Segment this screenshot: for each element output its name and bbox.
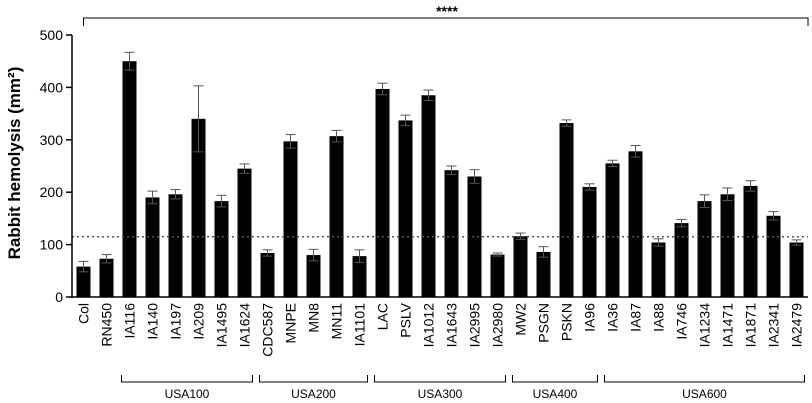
bar-IA1624 [237,168,252,297]
bar-MNPE [283,141,298,297]
y-axis-label: Rabbit hemolysis (mm²) [5,67,24,260]
bar-IA746 [674,223,689,297]
bar-PSKN [559,123,574,297]
bar-Col [76,266,91,297]
group-bracket [121,375,253,383]
bar-RN450 [99,258,114,297]
y-axis: 0 100 200 300 400 500 [40,27,808,305]
bar-MW2 [513,236,528,297]
category-label-IA197: IA197 [168,303,184,340]
plot-area [83,17,809,26]
x-axis: Col RN450 IA116 IA140 IA197 IA209 IA1495 IA1624… [76,302,805,356]
bar-IA140 [145,197,160,297]
y-tick-label: 500 [40,27,64,43]
category-label-IA1624: IA1624 [237,303,253,348]
category-label-IA1871: IA1871 [743,303,759,348]
bar-IA2341 [766,215,781,297]
group-bracket [259,375,368,383]
category-label-IA1495: IA1495 [214,303,230,348]
strain-groups: USA100 USA200 USA300 USA400 USA600 [121,375,805,401]
y-tick-label: 400 [40,79,64,95]
y-tick-label: 0 [55,289,63,305]
bar-IA2479 [789,242,804,297]
bar-LAC [375,88,390,297]
category-label-PSGN: PSGN [536,303,552,343]
bar-IA2995 [467,176,482,297]
y-tick-label: 300 [40,132,64,148]
category-label-IA2995: IA2995 [467,303,483,348]
bars-layer [72,51,808,298]
category-label-IA1471: IA1471 [720,303,736,348]
category-label-IA209: IA209 [191,303,207,340]
y-tick-label: 100 [40,237,64,253]
bar-IA1101 [352,256,367,297]
category-label-Col: Col [76,303,92,324]
bar-IA1012 [421,95,436,297]
group-label-USA400: USA400 [533,387,578,401]
bar-IA88 [651,242,666,297]
bar-IA1495 [214,201,229,297]
bar-IA2980 [490,254,505,297]
category-label-IA87: IA87 [628,303,644,332]
group-bracket [512,375,598,383]
category-label-MNPE: MNPE [283,303,299,343]
bar-IA116 [122,61,137,298]
significance-label: **** [436,3,458,19]
bar-IA36 [605,163,620,297]
category-label-IA1234: IA1234 [697,303,713,348]
bar-IA87 [628,151,643,297]
category-label-MN8: MN8 [306,303,322,333]
category-label-IA1643: IA1643 [444,303,460,348]
category-label-IA2341: IA2341 [766,303,782,348]
category-label-IA96: IA96 [582,303,598,332]
category-label-MN11: MN11 [329,303,345,340]
bar-IA1234 [697,201,712,297]
bar-IA1871 [743,185,758,297]
bar-IA96 [582,186,597,297]
category-label-LAC: LAC [375,303,391,330]
bar-IA209 [191,118,206,297]
group-label-USA600: USA600 [682,387,727,401]
bar-IA1471 [720,194,735,297]
group-label-USA100: USA100 [165,387,210,401]
bar-MN11 [329,136,344,297]
bar-MN8 [306,255,321,297]
group-bracket [604,375,805,383]
group-label-USA300: USA300 [418,387,463,401]
group-label-USA200: USA200 [291,387,336,401]
bar-IA1643 [444,170,459,297]
category-label-IA88: IA88 [651,303,667,332]
category-label-IA36: IA36 [605,303,621,332]
category-label-IA1101: IA1101 [352,303,368,347]
bar-IA197 [168,194,183,297]
category-label-IA1012: IA1012 [421,303,437,348]
significance-bracket [83,17,809,26]
bar-CDC587 [260,252,275,297]
category-label-IA746: IA746 [674,303,690,340]
category-label-IA2980: IA2980 [490,303,506,348]
category-label-RN450: RN450 [99,303,115,347]
category-label-CDC587: CDC587 [260,303,276,357]
category-label-IA116: IA116 [122,303,138,339]
category-label-PSLV: PSLV [398,302,414,337]
category-label-IA140: IA140 [145,303,161,340]
category-label-PSKN: PSKN [559,303,575,341]
y-tick-label: 200 [40,184,64,200]
bar-PSLV [398,120,413,297]
bar-PSGN [536,251,551,297]
category-label-MW2: MW2 [513,303,529,336]
category-label-IA2479: IA2479 [789,303,805,348]
group-bracket [374,375,506,383]
